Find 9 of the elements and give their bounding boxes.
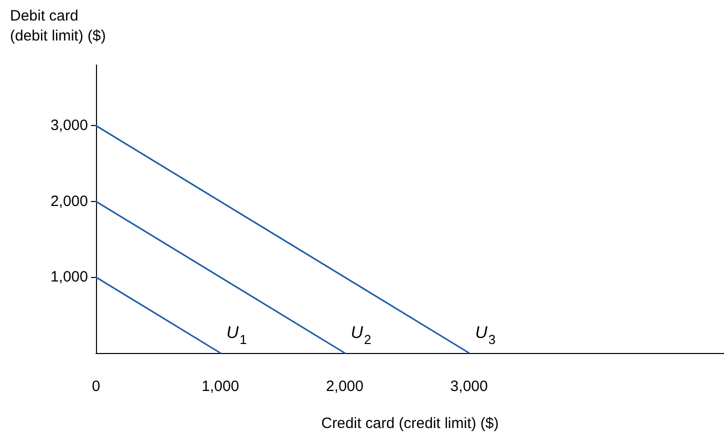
y-tick-label: 2,000: [50, 192, 88, 210]
x-tick-label: 0: [92, 378, 100, 395]
y-tick-label: 3,000: [50, 117, 88, 134]
x-tick-label: 3,000: [450, 378, 488, 395]
y-tick-label: 1,000: [50, 268, 88, 286]
x-tick-label: 2,000: [326, 378, 364, 395]
x-tick-label: 1,000: [202, 378, 240, 395]
x-axis-title: Credit card (credit limit) ($): [321, 415, 499, 432]
y-axis-title: Debit card (debit limit) ($): [10, 8, 106, 44]
